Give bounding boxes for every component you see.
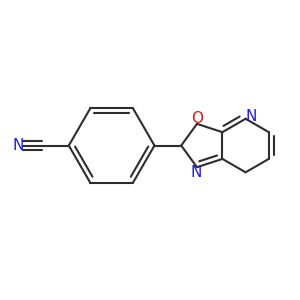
Text: N: N — [245, 110, 256, 124]
Text: N: N — [190, 166, 202, 181]
Text: O: O — [191, 111, 203, 126]
Text: N: N — [12, 138, 23, 153]
